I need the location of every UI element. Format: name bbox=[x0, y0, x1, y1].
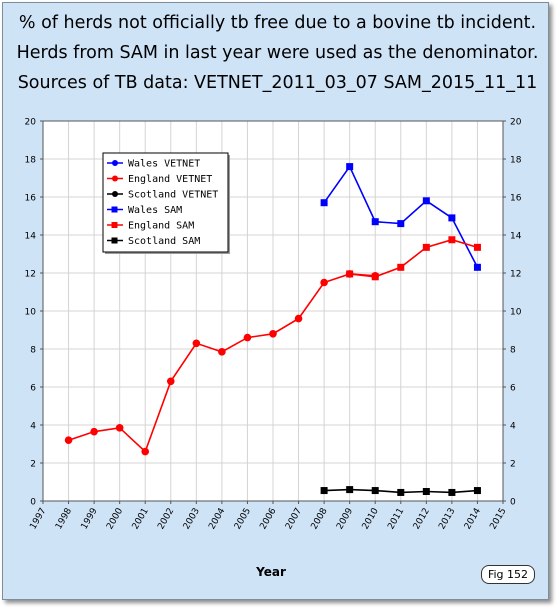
x-tick-label-4: 2001 bbox=[131, 507, 151, 532]
series-4-point-4 bbox=[448, 236, 456, 244]
x-tick-label-16: 2013 bbox=[437, 507, 457, 532]
chart-title-line-3: Sources of TB data: VETNET_2011_03_07 SA… bbox=[17, 73, 538, 93]
y-tick-label-right-9: 18 bbox=[510, 156, 522, 166]
y-tick-label-right-6: 12 bbox=[510, 270, 521, 280]
series-3-point-6 bbox=[473, 263, 481, 271]
x-tick-label-15: 2012 bbox=[412, 507, 432, 532]
series-5-point-6 bbox=[473, 487, 481, 495]
x-tick-label-12: 2009 bbox=[335, 506, 355, 531]
legend-marker-3 bbox=[111, 206, 118, 213]
series-5-point-1 bbox=[346, 486, 354, 494]
series-5-point-2 bbox=[371, 487, 379, 495]
legend-label-1: England VETNET bbox=[128, 174, 212, 185]
series-1-point-0 bbox=[64, 436, 73, 445]
y-tick-label-left-0: 0 bbox=[30, 498, 36, 508]
legend-label-5: Scotland SAM bbox=[128, 236, 200, 247]
y-tick-label-left-8: 16 bbox=[25, 194, 37, 204]
series-1-point-3 bbox=[141, 447, 150, 456]
x-tick-label-18: 2015 bbox=[488, 507, 508, 532]
y-tick-label-right-10: 20 bbox=[510, 118, 522, 128]
y-tick-label-left-4: 8 bbox=[30, 346, 36, 356]
x-tick-label-9: 2006 bbox=[258, 506, 278, 531]
y-tick-label-left-1: 2 bbox=[30, 460, 36, 470]
y-tick-label-right-4: 8 bbox=[510, 346, 516, 356]
series-1-point-4 bbox=[166, 377, 175, 386]
series-1-point-9 bbox=[294, 314, 303, 323]
x-axis-label: Year bbox=[255, 565, 286, 579]
series-4-point-1 bbox=[371, 273, 379, 281]
legend-marker-4 bbox=[111, 222, 118, 228]
series-1-point-5 bbox=[192, 339, 201, 348]
y-tick-label-right-0: 0 bbox=[510, 498, 516, 508]
y-tick-label-left-9: 18 bbox=[25, 156, 37, 166]
series-4-point-5 bbox=[473, 243, 481, 251]
series-5-point-3 bbox=[397, 488, 405, 496]
y-tick-label-left-10: 20 bbox=[25, 118, 37, 128]
series-3-point-5 bbox=[448, 214, 456, 222]
legend-marker-2 bbox=[112, 191, 118, 197]
legend-label-4: England SAM bbox=[128, 221, 194, 232]
series-1-point-8 bbox=[269, 330, 277, 338]
y-tick-label-right-5: 10 bbox=[510, 308, 522, 318]
x-tick-label-14: 2011 bbox=[386, 507, 406, 532]
y-tick-label-right-2: 4 bbox=[510, 422, 516, 432]
y-tick-label-right-3: 6 bbox=[510, 384, 516, 394]
series-1-point-2 bbox=[115, 424, 124, 432]
y-tick-label-right-8: 16 bbox=[510, 194, 522, 204]
x-tick-label-13: 2010 bbox=[361, 506, 381, 531]
chart-canvas: 0 0 2 2 4 4 6 6 8 8 10 10 12 12 14 14 16 16 18 18 20 20 1997 19… bbox=[25, 118, 522, 580]
series-1-point-6 bbox=[218, 348, 226, 356]
y-tick-label-left-3: 6 bbox=[30, 384, 36, 394]
chart-frame: % of herds not officially tb free due to… bbox=[2, 2, 549, 600]
series-line-4 bbox=[349, 238, 478, 278]
series-1-point-1 bbox=[90, 427, 98, 436]
series-3-point-3 bbox=[397, 220, 405, 228]
x-tick-label-6: 2003 bbox=[182, 507, 202, 532]
y-tick-label-left-6: 12 bbox=[25, 270, 36, 280]
x-tick-label-8: 2005 bbox=[233, 507, 253, 532]
x-tick-label-1: 1998 bbox=[54, 506, 74, 531]
x-tick-label-11: 2008 bbox=[310, 506, 330, 531]
legend-label-2: Scotland VETNET bbox=[128, 190, 218, 201]
series-4-point-3 bbox=[422, 243, 430, 251]
chart-title-line-1: % of herds not officially tb free due to… bbox=[18, 13, 537, 33]
series-3-point-1 bbox=[346, 163, 354, 171]
series-4-point-0 bbox=[346, 270, 354, 278]
x-tick-label-17: 2014 bbox=[463, 506, 483, 531]
figure-label: Fig 152 bbox=[481, 565, 535, 584]
y-tick-label-right-1: 2 bbox=[510, 460, 516, 470]
x-tick-label-0: 1997 bbox=[28, 507, 48, 532]
legend-label-3: Wales SAM bbox=[128, 205, 182, 216]
chart-title-line-2: Herds from SAM in last year were used as… bbox=[16, 43, 539, 63]
series-5-point-5 bbox=[448, 488, 456, 496]
legend-label-0: Wales VETNET bbox=[128, 159, 200, 170]
legend-marker-5 bbox=[111, 237, 118, 244]
legend-box bbox=[102, 152, 229, 253]
series-1-point-10 bbox=[320, 278, 328, 287]
x-tick-label-5: 2002 bbox=[156, 507, 176, 532]
legend: Wales VETNET England VETNET Scotland VETNE… bbox=[102, 152, 230, 254]
y-tick-label-right-7: 14 bbox=[510, 232, 522, 242]
series-5-point-0 bbox=[320, 487, 328, 495]
series-5-point-4 bbox=[422, 488, 430, 495]
legend-marker-0 bbox=[112, 160, 118, 166]
y-tick-label-left-2: 4 bbox=[30, 422, 36, 432]
series-3-point-2 bbox=[371, 218, 379, 226]
x-tick-label-7: 2004 bbox=[207, 506, 227, 531]
y-tick-label-left-5: 10 bbox=[25, 308, 37, 318]
series-4-point-2 bbox=[397, 263, 405, 271]
series-1-point-7 bbox=[243, 333, 252, 342]
series-3-point-0 bbox=[320, 199, 328, 207]
x-tick-label-10: 2007 bbox=[284, 507, 304, 532]
legend-marker-1 bbox=[112, 175, 118, 182]
x-tick-label-2: 1999 bbox=[80, 506, 100, 531]
series-3-point-4 bbox=[422, 197, 430, 205]
x-tick-label-3: 2000 bbox=[105, 506, 125, 531]
series bbox=[64, 163, 481, 496]
y-tick-label-left-7: 14 bbox=[25, 232, 37, 242]
